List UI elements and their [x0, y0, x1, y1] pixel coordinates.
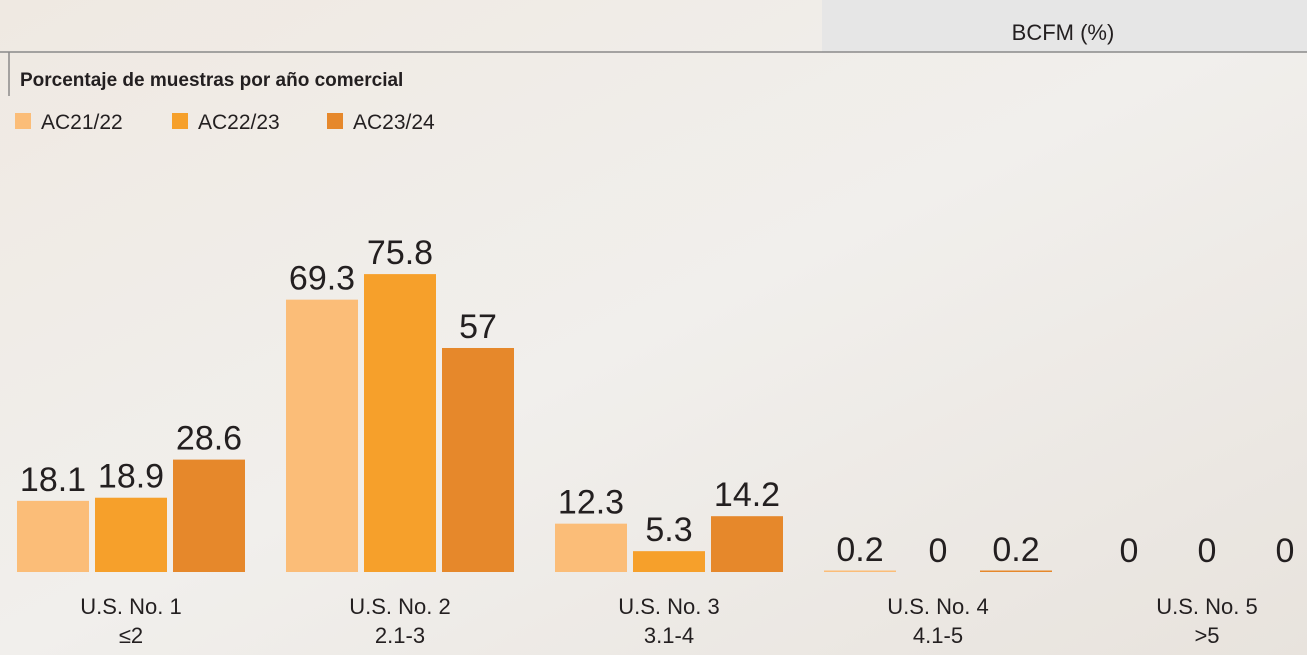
bar	[442, 347, 514, 572]
x-tick-label: >5	[1194, 623, 1219, 648]
value-label: 0	[1198, 532, 1217, 570]
bar	[17, 500, 89, 572]
legend-swatch	[172, 113, 188, 129]
x-tick-label: U.S. No. 1	[80, 594, 181, 619]
legend-swatch	[15, 113, 31, 129]
chart-title: Porcentaje de muestras por año comercial	[20, 70, 403, 91]
bar	[824, 570, 896, 572]
legend-label: AC22/23	[198, 111, 280, 134]
legend-label: AC23/24	[353, 111, 435, 134]
x-tick-label: ≤2	[119, 623, 143, 648]
x-tick-label: 3.1-4	[644, 623, 694, 648]
value-label: 0	[1276, 532, 1295, 570]
legend-label: AC21/22	[41, 111, 123, 134]
value-label: 12.3	[558, 484, 624, 522]
x-tick-label: U.S. No. 5	[1156, 594, 1257, 619]
value-label: 75.8	[367, 234, 433, 272]
bar	[711, 516, 783, 572]
legend-swatch	[327, 113, 343, 129]
header-band	[822, 0, 1307, 52]
value-label: 0.2	[992, 531, 1039, 569]
x-tick-label: U.S. No. 3	[618, 594, 719, 619]
bar	[364, 274, 436, 572]
header: BCFM (%)	[1012, 20, 1115, 45]
value-label: 18.9	[98, 458, 164, 496]
value-label: 5.3	[645, 511, 692, 549]
x-tick-label: U.S. No. 4	[887, 594, 988, 619]
bar	[95, 497, 167, 572]
value-label: 0	[929, 532, 948, 570]
value-label: 14.2	[714, 476, 780, 514]
bar	[173, 459, 245, 572]
value-label: 28.6	[176, 420, 242, 458]
x-tick-label: 2.1-3	[375, 623, 425, 648]
value-label: 69.3	[289, 260, 355, 298]
value-label: 0.2	[836, 531, 883, 569]
bar	[633, 551, 705, 572]
value-label: 57	[459, 308, 497, 346]
bar	[286, 299, 358, 572]
x-tick-label: U.S. No. 2	[349, 594, 450, 619]
value-label: 0	[1120, 532, 1139, 570]
bar	[555, 523, 627, 572]
x-tick-label: 4.1-5	[913, 623, 963, 648]
value-label: 18.1	[20, 461, 86, 499]
bar	[980, 570, 1052, 572]
